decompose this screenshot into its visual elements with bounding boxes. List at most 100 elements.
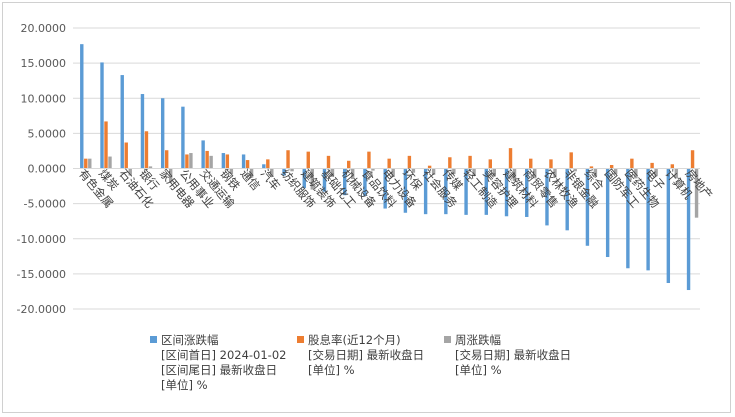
bar [650, 162, 654, 169]
bar [626, 168, 630, 269]
bar [100, 62, 104, 169]
legend-note: [交易日期] 最新收盘日 [455, 348, 572, 362]
bar [512, 168, 517, 182]
bar [431, 168, 436, 175]
bar [391, 168, 395, 177]
bar [488, 159, 492, 169]
bar [613, 168, 618, 175]
bar [589, 166, 594, 169]
legend-label-range-change: 区间涨跌幅 [161, 333, 219, 347]
legend-label-dividend-yield: 股息率(近12个月) [308, 333, 401, 347]
bar [605, 168, 610, 258]
bar [553, 168, 557, 178]
bar [529, 158, 533, 169]
bar [108, 156, 112, 169]
y-tick-label: -5.0000 [24, 198, 66, 211]
bar [249, 168, 254, 178]
bar [427, 165, 432, 169]
bar [565, 168, 569, 231]
bar [286, 150, 290, 169]
legend-item-dividend-yield: 股息率(近12个月) [交易日期] 最新收盘日 [单位] % [297, 333, 424, 378]
bar [448, 157, 452, 169]
bar [160, 98, 165, 169]
y-tick-label: 10.0000 [21, 92, 67, 105]
bar [452, 168, 456, 175]
bar [674, 168, 679, 179]
bar [472, 168, 476, 176]
legend-swatch-range-change [150, 336, 157, 343]
bar [666, 168, 671, 284]
bar [120, 75, 124, 169]
bar [670, 164, 675, 169]
bar [221, 153, 226, 169]
bar [585, 168, 590, 246]
bar [88, 158, 92, 169]
bar [229, 168, 234, 175]
bar [508, 148, 513, 169]
legend: 区间涨跌幅 [区间首日] 2024-01-02 [区间尾日] 最新收盘日 [单位… [150, 333, 620, 403]
legend-note: [区间尾日] 最新收盘日 [161, 363, 278, 377]
bar [168, 168, 173, 183]
bar [189, 153, 193, 169]
bar [140, 94, 145, 169]
bar [343, 168, 347, 196]
bar [326, 155, 331, 169]
bar [593, 168, 598, 177]
bar [504, 168, 509, 217]
bar [573, 168, 577, 172]
bar [209, 155, 213, 169]
bar [225, 154, 230, 169]
bar [185, 154, 189, 169]
bar [468, 155, 472, 169]
bar [270, 168, 274, 177]
bar [302, 168, 306, 189]
legend-note: [单位] % [455, 363, 502, 377]
bar [351, 168, 355, 180]
bar [245, 160, 250, 169]
legend-note: [交易日期] 最新收盘日 [308, 348, 425, 362]
bar [310, 168, 314, 190]
legend-note: [单位] % [161, 378, 208, 392]
x-tick-label: 通信 [238, 166, 264, 193]
bar [525, 168, 529, 217]
bar [569, 152, 573, 169]
y-tick-label: -20.0000 [17, 303, 66, 316]
bar [686, 168, 691, 291]
bar [646, 168, 650, 271]
bar [347, 160, 351, 169]
bar [104, 121, 108, 169]
bar [383, 168, 387, 209]
y-tick-label: -10.0000 [17, 233, 66, 246]
legend-item-weekly-change: 周涨跌幅 [交易日期] 最新收盘日 [单位] % [444, 333, 571, 378]
bar [464, 168, 468, 215]
legend-label-weekly-change: 周涨跌幅 [455, 333, 501, 347]
bar [282, 168, 286, 176]
bar [690, 150, 695, 169]
bar [164, 150, 169, 169]
bar [205, 150, 209, 169]
legend-note: [单位] % [308, 363, 355, 377]
bar [609, 164, 614, 169]
bar [371, 168, 375, 171]
chart-frame [2, 2, 731, 413]
bar [290, 168, 294, 172]
bar [330, 168, 335, 177]
y-tick-label: 0.0000 [28, 163, 67, 176]
bar [266, 159, 270, 169]
bar [549, 159, 553, 169]
y-tick-label: 15.0000 [21, 57, 67, 70]
bar [201, 140, 205, 169]
legend-item-range-change: 区间涨跌幅 [区间首日] 2024-01-02 [区间尾日] 最新收盘日 [单位… [150, 333, 286, 393]
bar [403, 168, 408, 213]
bar [484, 168, 488, 215]
x-tick-label: 汽车 [258, 166, 284, 193]
bar [423, 168, 428, 215]
bar [694, 168, 699, 218]
legend-swatch-weekly-change [444, 336, 451, 343]
bar [128, 168, 132, 176]
bar [124, 142, 128, 169]
bar [411, 168, 416, 173]
bar [533, 168, 537, 179]
bar [545, 168, 549, 226]
